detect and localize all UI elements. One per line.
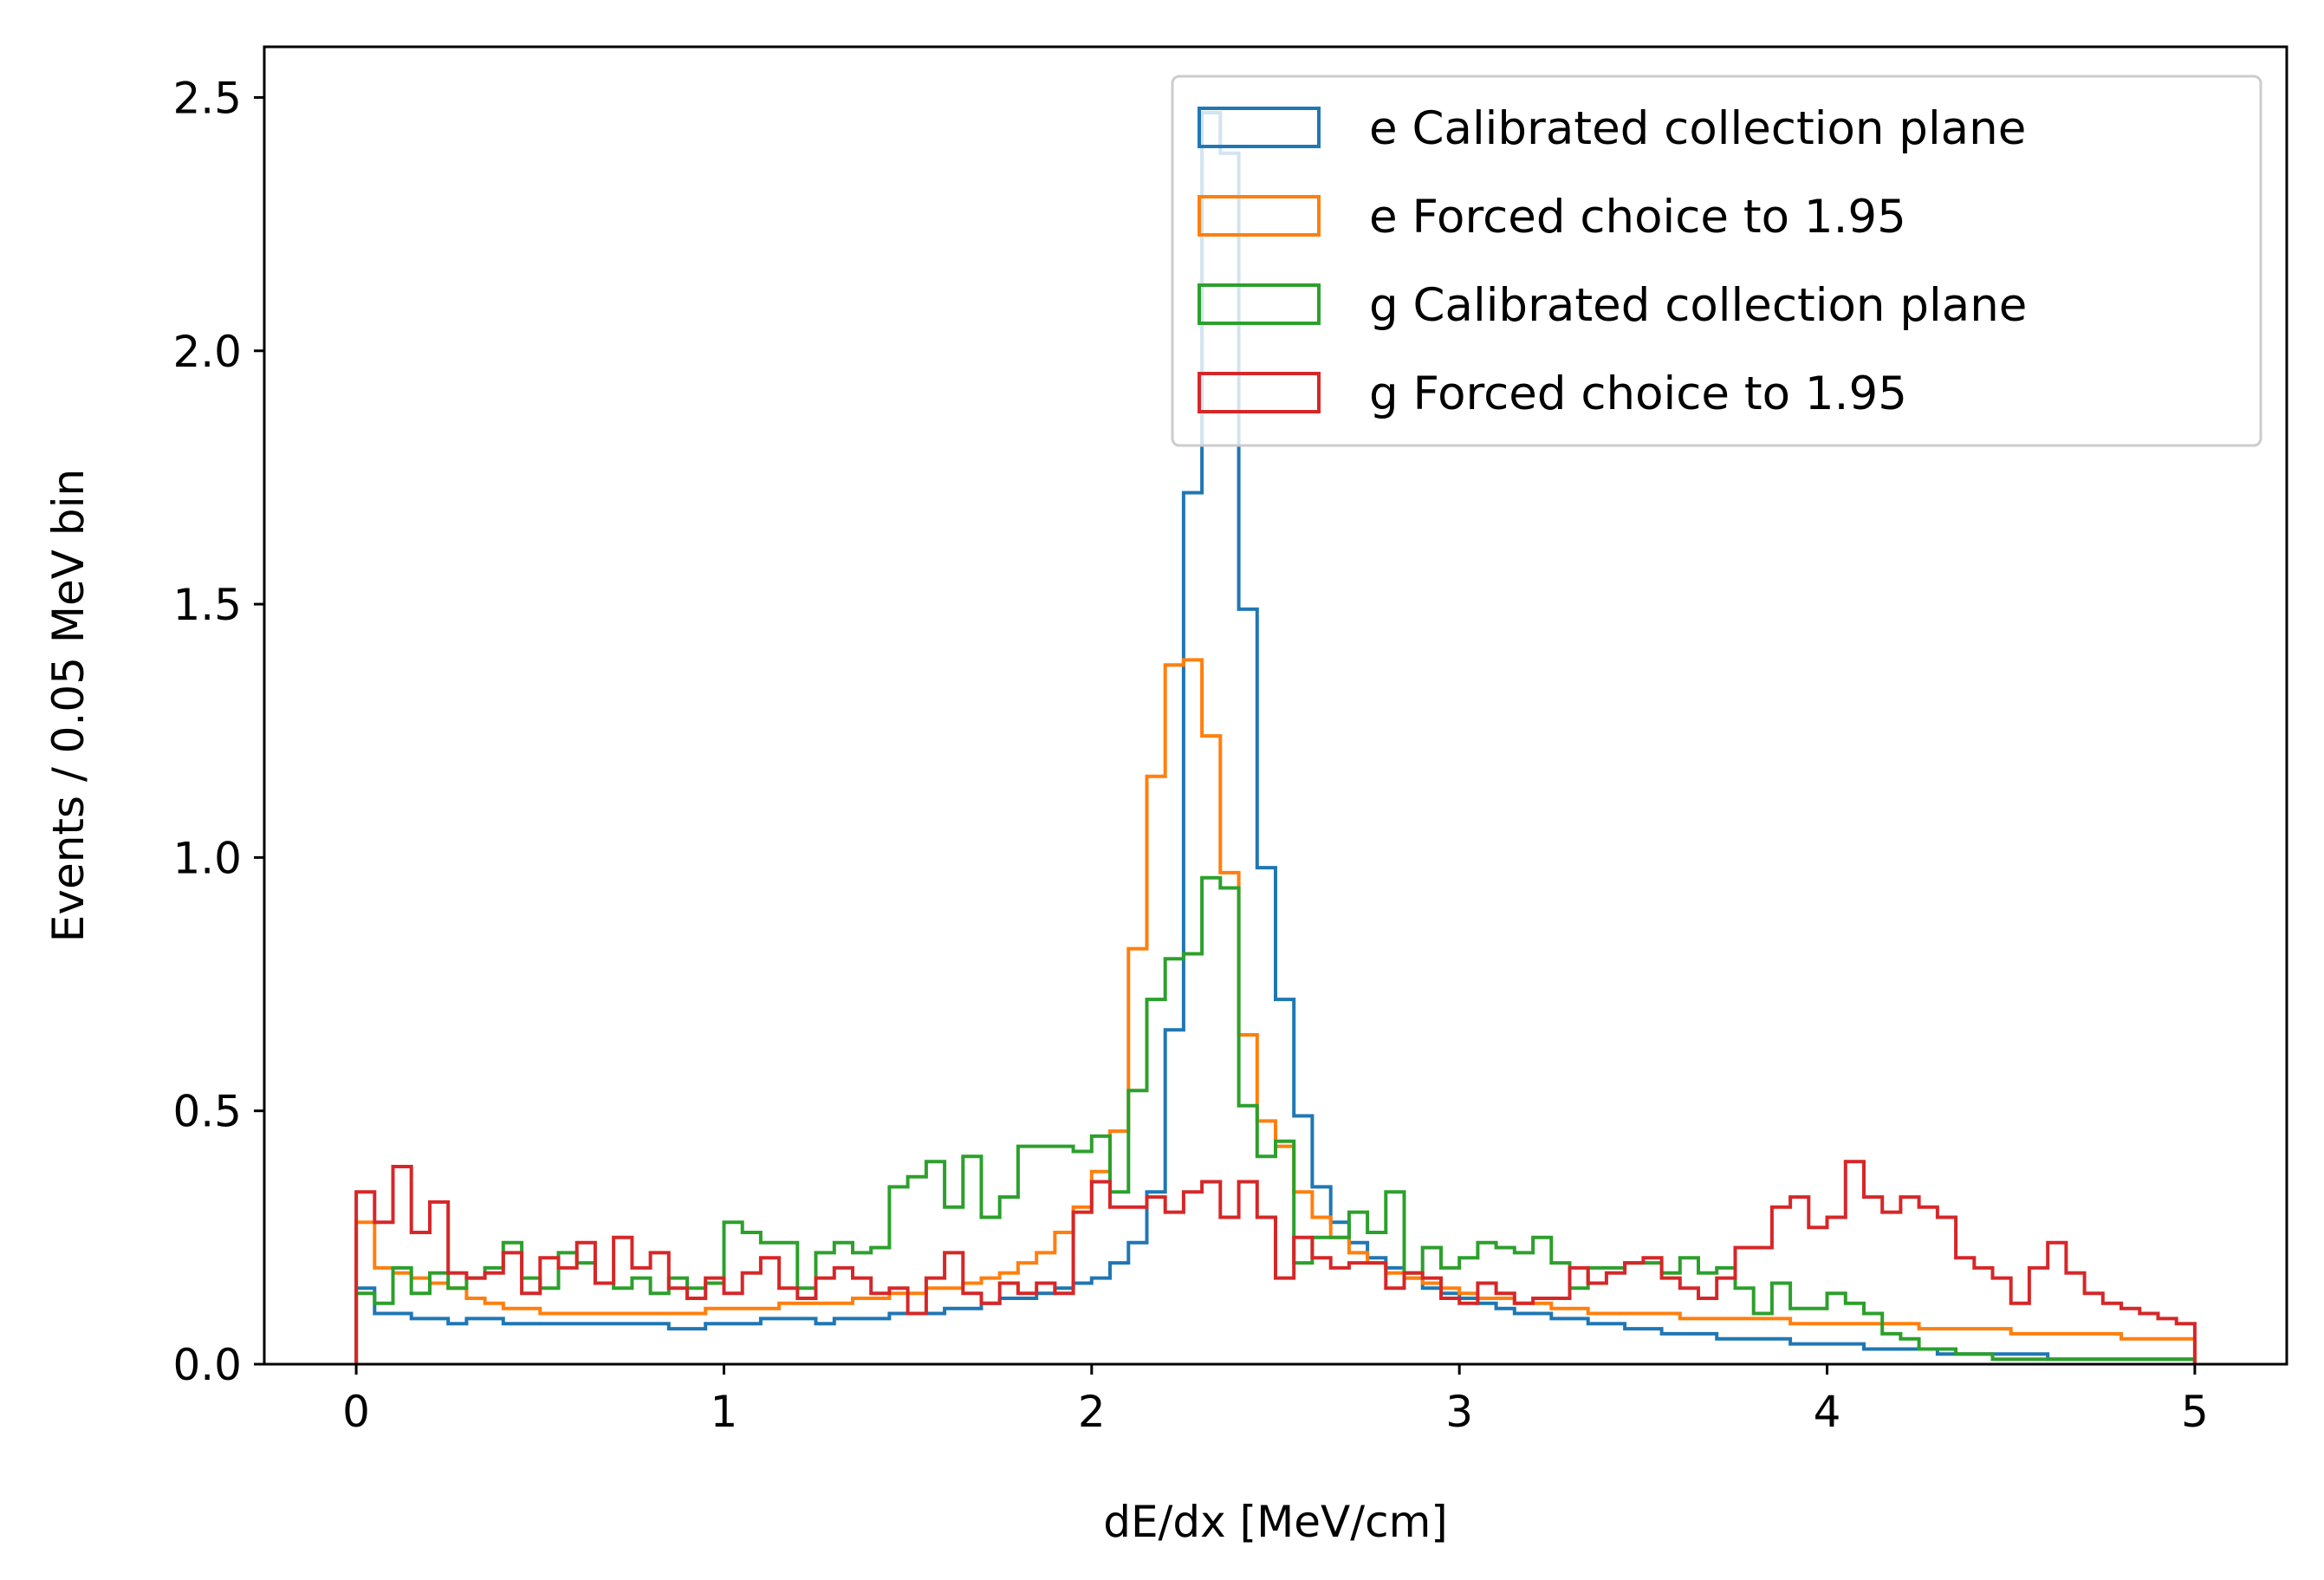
legend-label: g Calibrated collection plane — [1369, 279, 2027, 332]
series-layer — [354, 111, 2197, 1364]
y-tick-label: 0.0 — [172, 1340, 242, 1390]
y-tick-label: 0.5 — [172, 1087, 242, 1137]
legend-swatch — [1198, 107, 1321, 148]
x-tick-label: 3 — [1445, 1387, 1473, 1437]
y-tick-label: 2.0 — [172, 327, 242, 377]
legend-label: g Forced choice to 1.95 — [1369, 367, 1907, 420]
x-tick-label: 4 — [1814, 1387, 1841, 1437]
y-axis-ticks: 0.0 0.5 1.0 1.5 2.0 2.5 — [172, 73, 264, 1390]
y-tick-label: 1.5 — [172, 580, 242, 630]
legend-entries: e Calibrated collection plane e Forced ch… — [1198, 102, 2027, 420]
x-tick-label: 5 — [2181, 1387, 2209, 1437]
series-line-3 — [354, 875, 2197, 1364]
series-line-4 — [354, 1160, 2197, 1364]
plot-frame — [263, 45, 2288, 1366]
x-tick-label: 1 — [711, 1387, 738, 1437]
y-tick-label: 2.5 — [172, 73, 242, 123]
legend-swatch — [1198, 195, 1321, 237]
y-axis-label: Events / 0.05 MeV bin — [43, 469, 94, 942]
series-line-2 — [354, 658, 2197, 1364]
x-tick-label: 2 — [1078, 1387, 1106, 1437]
y-tick-label: 1.0 — [172, 833, 242, 883]
x-axis-label: dE/dx [MeV/cm] — [1103, 1497, 1448, 1547]
legend-label: e Forced choice to 1.95 — [1369, 191, 1906, 244]
x-axis-ticks: 0 1 2 3 4 5 — [342, 1364, 2209, 1437]
legend-swatch — [1198, 372, 1321, 413]
legend-label: e Calibrated collection plane — [1369, 102, 2026, 155]
legend: e Calibrated collection plane e Forced ch… — [1171, 75, 2262, 447]
legend-box — [1171, 75, 2262, 447]
x-tick-label: 0 — [342, 1387, 370, 1437]
series-line-1 — [354, 111, 2197, 1364]
legend-swatch — [1198, 283, 1321, 325]
